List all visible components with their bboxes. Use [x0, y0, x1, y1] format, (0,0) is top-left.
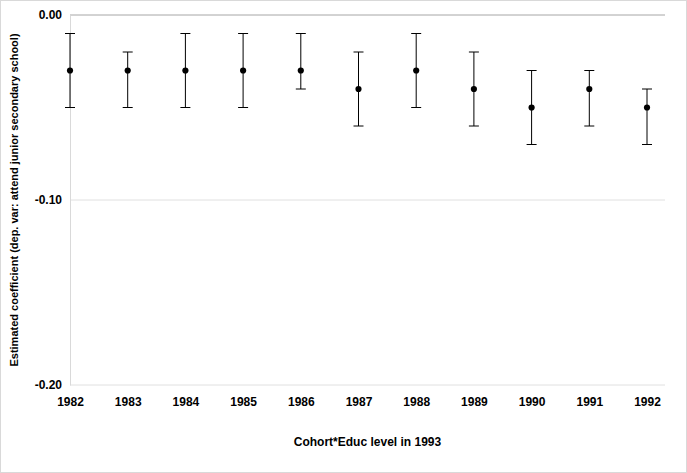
x-tick: 1984 [173, 385, 200, 409]
error-bar [469, 52, 479, 126]
error-bar [411, 34, 421, 108]
x-axis: 1982 1983 1984 1985 1986 1987 1988 1989 1990 1991… [57, 385, 661, 409]
error-bar-line [647, 89, 648, 145]
error-cap-lower [527, 144, 537, 145]
error-cap-lower [354, 126, 364, 127]
error-cap-upper [238, 33, 248, 34]
chart-frame [1, 1, 687, 473]
x-tick: 1985 [230, 385, 257, 409]
x-tick-label: 1991 [576, 395, 603, 409]
error-cap-lower [411, 107, 421, 108]
error-cap-upper [296, 33, 306, 34]
point [125, 67, 131, 73]
y-tick: -0.20 [35, 378, 70, 392]
y-tick-label: -0.20 [35, 378, 63, 392]
error-cap-upper [584, 70, 594, 71]
error-cap-lower [65, 107, 75, 108]
point [240, 67, 246, 73]
x-tick: 1983 [115, 385, 142, 409]
point [471, 86, 477, 92]
grid [70, 15, 665, 385]
x-tick-label: 1984 [173, 395, 200, 409]
x-tick: 1992 [634, 385, 661, 409]
error-bar [584, 71, 594, 127]
point [67, 67, 73, 73]
plot-area [65, 34, 652, 145]
error-cap-lower [584, 126, 594, 127]
error-cap-lower [123, 107, 133, 108]
x-axis-title: Cohort*Educ level in 1993 [294, 435, 442, 449]
y-tick: 0.00 [39, 8, 70, 22]
error-cap-upper [411, 33, 421, 34]
x-tick: 1991 [576, 385, 603, 409]
error-cap-upper [354, 52, 364, 53]
x-tick: 1989 [461, 385, 488, 409]
error-bar [354, 52, 364, 126]
x-tick-label: 1982 [57, 395, 84, 409]
error-bar-line [127, 52, 128, 108]
x-tick: 1990 [519, 385, 546, 409]
error-cap-lower [469, 126, 479, 127]
point [182, 67, 188, 73]
error-bar [65, 34, 75, 108]
grid-line [70, 15, 665, 16]
x-tick-label: 1990 [519, 395, 546, 409]
error-cap-lower [296, 89, 306, 90]
x-tick-label: 1985 [230, 395, 257, 409]
error-cap-lower [238, 107, 248, 108]
error-cap-upper [180, 33, 190, 34]
x-tick: 1986 [288, 385, 315, 409]
error-bar [238, 34, 248, 108]
point [413, 67, 419, 73]
y-tick-label: 0.00 [39, 8, 63, 22]
x-tick: 1987 [346, 385, 373, 409]
x-tick-label: 1992 [634, 395, 661, 409]
x-tick: 1982 [57, 385, 84, 409]
error-cap-lower [180, 107, 190, 108]
y-tick-label: -0.10 [35, 193, 63, 207]
error-cap-lower [642, 144, 652, 145]
point [355, 86, 361, 92]
error-bar [123, 52, 133, 108]
y-tick: -0.10 [35, 193, 70, 207]
grid-line [70, 200, 665, 201]
chart: -0.20-0.100.0019821983198419851986198719… [0, 0, 687, 473]
point [298, 67, 304, 73]
error-cap-upper [642, 89, 652, 90]
y-axis: -0.20 -0.10 0.00 [35, 8, 71, 392]
y-axis-title: Estimated coefficient (dep. var: attend … [8, 33, 20, 366]
error-cap-upper [469, 52, 479, 53]
point [586, 86, 592, 92]
x-axis-line [71, 385, 648, 386]
error-bar [296, 34, 306, 90]
error-bar [642, 89, 652, 145]
x-tick: 1988 [403, 385, 430, 409]
x-tick-label: 1989 [461, 395, 488, 409]
error-bar [180, 34, 190, 108]
x-tick-label: 1987 [346, 395, 373, 409]
error-bar-line [589, 71, 590, 127]
error-bar [527, 71, 537, 145]
error-cap-upper [65, 33, 75, 34]
error-cap-upper [123, 52, 133, 53]
x-tick-label: 1983 [115, 395, 142, 409]
point [529, 104, 535, 110]
x-tick-label: 1988 [403, 395, 430, 409]
point [644, 104, 650, 110]
grid-line [70, 385, 665, 386]
x-tick-label: 1986 [288, 395, 315, 409]
error-bar-line [300, 34, 301, 90]
error-cap-upper [527, 70, 537, 71]
